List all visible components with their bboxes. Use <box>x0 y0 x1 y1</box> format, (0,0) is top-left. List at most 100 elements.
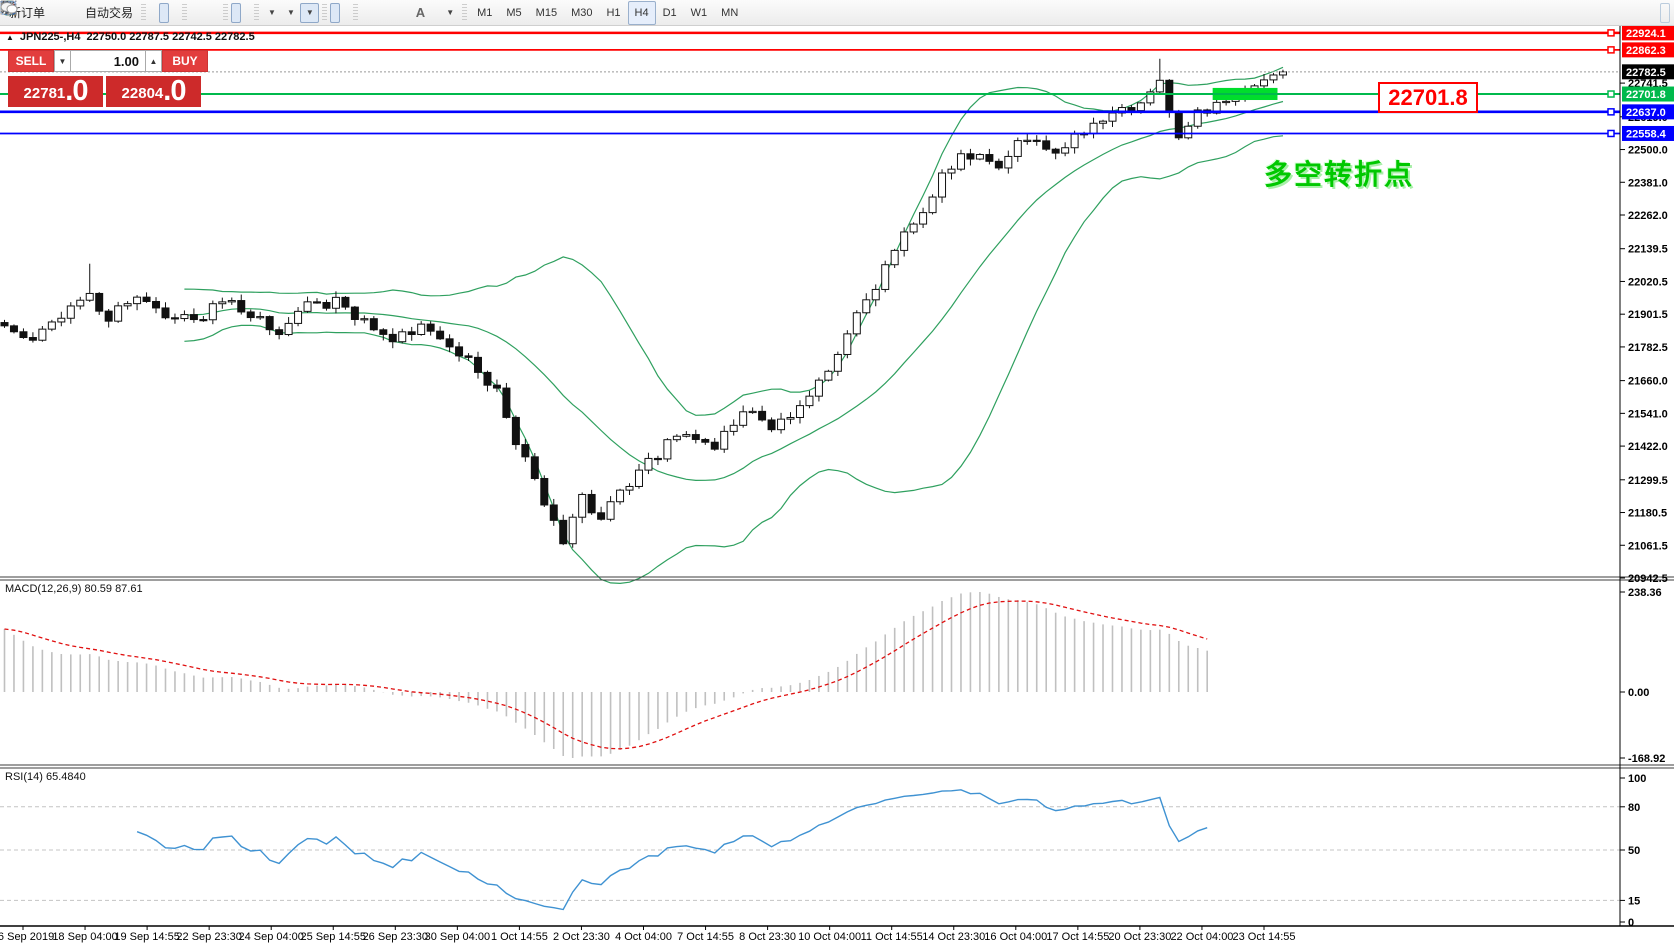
axis-badge-22637.0 <box>1622 104 1674 120</box>
zoom-in-button[interactable] <box>1 1 200 23</box>
timeframe-button-h1[interactable]: H1 <box>606 6 621 19</box>
rsi-line <box>136 789 1208 911</box>
svg-text:20 Oct 23:30: 20 Oct 23:30 <box>1108 931 1171 943</box>
svg-text:21422.0: 21422.0 <box>1628 441 1668 453</box>
line-handle[interactable] <box>1607 46 1615 54</box>
candlestick-chart-button[interactable] <box>2 2 170 23</box>
svg-text:22 Oct 04:00: 22 Oct 04:00 <box>1170 931 1233 943</box>
macd-histogram <box>3 592 1208 758</box>
autotrading-button[interactable]: 自动交易 <box>0 2 138 23</box>
one-click-trading-panel: SELL ▼ 1.00 ▲ BUY 22781 .0 22804 .0 <box>8 50 208 107</box>
toolbar-group-scroll <box>1 1 251 25</box>
chat-icon <box>0 2 18 16</box>
timeframe-button-h4[interactable]: H4 <box>627 0 656 25</box>
search-button[interactable] <box>1 1 1660 23</box>
periods-button[interactable]: ▼ <box>0 0 300 23</box>
svg-text:-168.92: -168.92 <box>1628 753 1665 765</box>
vline-tool-button[interactable] <box>5 1 371 23</box>
price-axis: 22741.522619.022500.022381.022262.022139… <box>1620 25 1674 929</box>
sell-price-display[interactable]: 22781 .0 <box>8 76 103 107</box>
arrows-tool-button[interactable]: ▼ <box>1 1 459 23</box>
svg-text:21901.5: 21901.5 <box>1628 309 1668 321</box>
bar-chart-button[interactable] <box>0 1 159 23</box>
auto-scroll-button[interactable] <box>1 2 242 23</box>
svg-text:23 Oct 14:55: 23 Oct 14:55 <box>1233 931 1296 943</box>
timeframe-toolbar: M1 M5 M15 M30 H1 H4 D1 W1 MN <box>470 0 745 25</box>
toolbar-grip <box>254 3 260 22</box>
svg-text:25 Sep 14:55: 25 Sep 14:55 <box>301 931 366 943</box>
collapse-triangle-icon[interactable]: ▲ <box>6 32 14 42</box>
axis-badge-22924.1 <box>1622 25 1674 41</box>
axis-badge-22782.5 <box>1622 64 1674 80</box>
market-watch-button[interactable] <box>1 1 60 23</box>
ohlc-values-label: 22750.0 22787.5 22742.5 22782.5 <box>86 31 255 43</box>
svg-text:16 Sep 2019: 16 Sep 2019 <box>0 931 54 943</box>
svg-text:14 Oct 23:30: 14 Oct 23:30 <box>922 931 985 943</box>
volume-increase-button[interactable]: ▲ <box>145 50 162 72</box>
line-handle[interactable] <box>1607 108 1615 116</box>
svg-text:11 Oct 14:55: 11 Oct 14:55 <box>861 931 923 943</box>
line-handle[interactable] <box>1607 29 1615 37</box>
timeframe-button-m30[interactable]: M30 <box>571 6 593 19</box>
toolbar-grip <box>321 3 327 22</box>
label-tool-button[interactable]: T <box>0 0 440 23</box>
volume-decrease-button[interactable]: ▼ <box>54 50 71 72</box>
line-handle[interactable] <box>1607 129 1615 138</box>
timeframe-button-w1[interactable]: W1 <box>690 6 708 19</box>
text-tool-button[interactable]: A <box>411 3 430 23</box>
toolbar-group-objects: ▼ ▼ ▼ <box>0 0 319 25</box>
svg-text:16 Oct 04:00: 16 Oct 04:00 <box>984 931 1047 943</box>
autotrading-label: 自动交易 <box>85 6 134 20</box>
axis-badge-22558.4 <box>1622 125 1674 141</box>
indicators-button[interactable]: ▼ <box>0 1 281 23</box>
trendline-tool-button[interactable] <box>1 1 391 23</box>
svg-text:15: 15 <box>1628 895 1640 907</box>
turning-point-annotation[interactable]: 多空转折点 <box>1264 159 1415 190</box>
timeframe-button-m5[interactable]: M5 <box>506 6 522 19</box>
chat-button[interactable] <box>0 2 1670 23</box>
timeframe-button-mn[interactable]: MN <box>721 6 739 19</box>
rsi-indicator-label: RSI(14) 65.4840 <box>5 771 86 783</box>
signals-button[interactable] <box>0 0 80 23</box>
buy-price-display[interactable]: 22804 .0 <box>106 76 201 107</box>
svg-text:22637.0: 22637.0 <box>1626 107 1666 119</box>
templates-caret: ▼ <box>305 8 314 17</box>
indicators-caret: ▼ <box>268 8 276 17</box>
cursor-tool-button[interactable] <box>3 1 340 23</box>
svg-text:238.36: 238.36 <box>1628 587 1662 599</box>
timeframe-button-d1[interactable]: D1 <box>662 6 677 19</box>
svg-text:21180.5: 21180.5 <box>1628 508 1667 520</box>
chart-window-title: ▲ JPN225-,H4 22750.0 22787.5 22742.5 227… <box>6 31 255 43</box>
price-callout-annotation[interactable]: 22701.8 <box>1378 82 1478 113</box>
timeframe-button-m1[interactable]: M1 <box>477 6 493 19</box>
crosshair-tool-button[interactable] <box>1 1 350 23</box>
volume-input[interactable]: 1.00 <box>71 50 145 72</box>
rsi-name: RSI(14) <box>5 771 43 783</box>
timeframe-button-m15[interactable]: M15 <box>535 6 558 19</box>
fibonacci-tool-button[interactable]: F <box>1 2 411 23</box>
toolbar-grip <box>223 3 229 22</box>
sell-button[interactable]: SELL <box>8 50 54 72</box>
profile-button[interactable] <box>1 1 70 23</box>
svg-text:80: 80 <box>1628 802 1640 814</box>
zoom-out-button[interactable] <box>1 1 210 23</box>
macd-values: 80.59 87.61 <box>84 583 143 595</box>
svg-text:20942.5: 20942.5 <box>1628 573 1668 585</box>
macd-signal-line <box>4 600 1208 750</box>
line-handle[interactable] <box>1607 90 1615 98</box>
svg-text:26 Sep 23:30: 26 Sep 23:30 <box>363 931 428 943</box>
toolbar-group-trade: 新订单 自动交易 <box>0 0 138 25</box>
buy-button[interactable]: BUY <box>162 50 208 72</box>
line-chart-button[interactable] <box>0 1 179 23</box>
toolbar-grip <box>141 3 147 22</box>
svg-text:22701.8: 22701.8 <box>1626 89 1666 101</box>
templates-button[interactable]: ▼ <box>0 1 319 23</box>
sell-price-pips: .0 <box>65 75 88 107</box>
toolbar-grip <box>182 3 188 22</box>
hline-tool-button[interactable] <box>1 3 381 23</box>
chart-shift-button[interactable] <box>1 2 251 23</box>
channel-tool-button[interactable]: E <box>0 1 401 23</box>
tile-windows-button[interactable] <box>0 1 220 23</box>
